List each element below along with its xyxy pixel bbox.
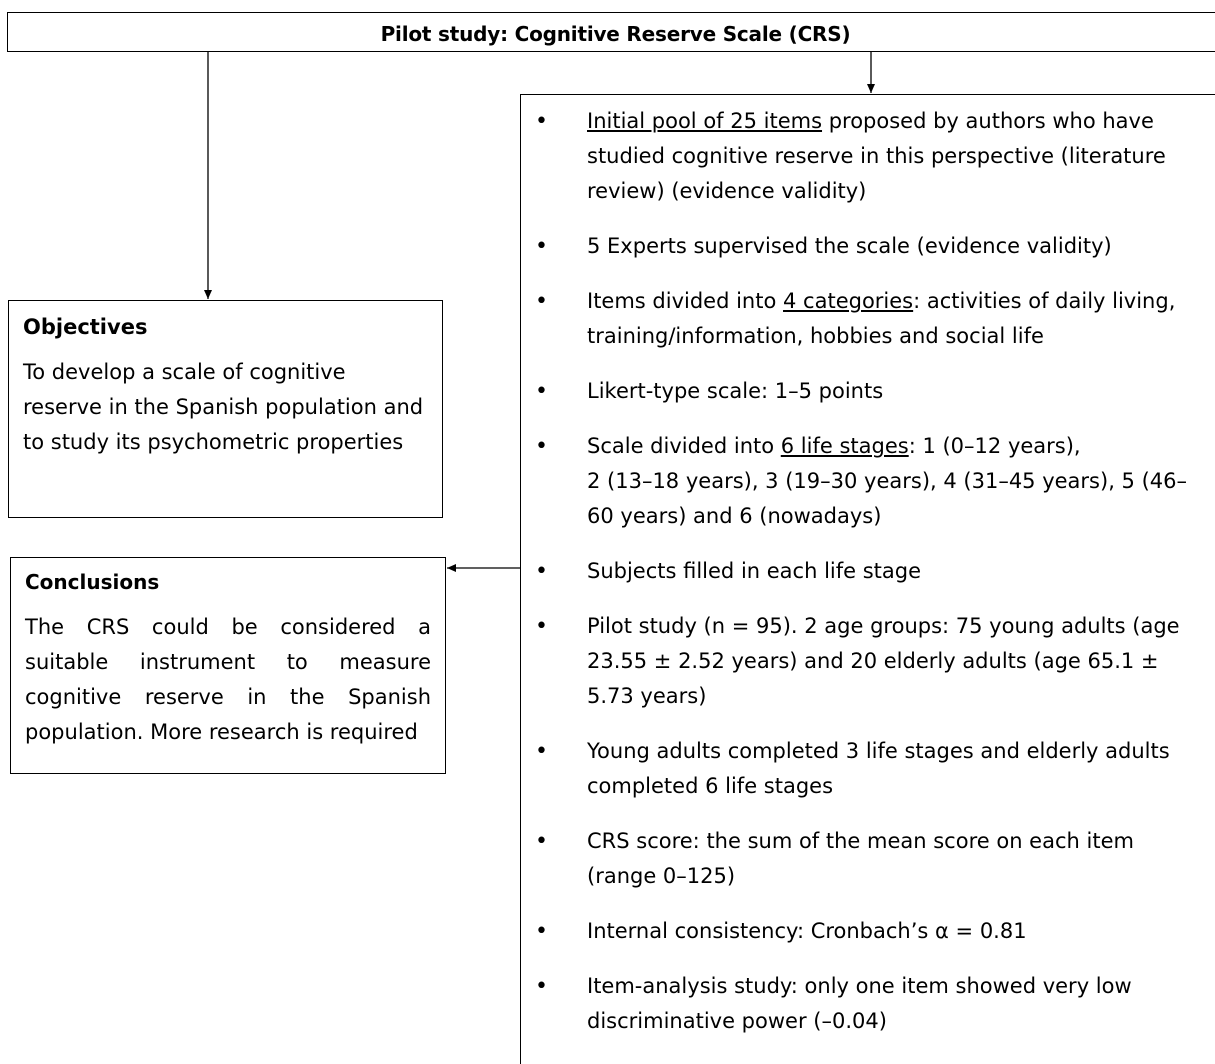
item-text: Internal consistency: Cronbach’s α = 0.8… <box>587 919 1027 943</box>
bullet-icon: • <box>535 974 548 999</box>
item-text: : activities of daily living, training/i… <box>587 289 1176 348</box>
item-text: : 1 (0–12 years), <box>908 434 1081 458</box>
objectives-box: Objectives To develop a scale of cogniti… <box>8 300 443 518</box>
details-item: • Scale divided into 6 life stages: 1 (0–… <box>535 429 1207 534</box>
bullet-icon: • <box>535 559 548 584</box>
bullet-icon: • <box>535 919 548 944</box>
details-box: • Initial pool of 25 items proposed by au… <box>520 94 1215 1064</box>
item-underlined: 4 categories <box>783 289 914 313</box>
conclusions-box: Conclusions The CRS could be considered … <box>10 557 446 774</box>
details-item: • Pilot study (n = 95). 2 age groups: 75 … <box>535 609 1207 714</box>
item-text: CRS score: the sum of the mean score on … <box>587 829 1134 888</box>
details-item: • Likert-type scale: 1–5 points <box>535 374 1207 409</box>
item-underlined: Initial pool of 25 items <box>587 109 823 133</box>
item-text: Subjects filled in each life stage <box>587 559 922 583</box>
item-text: Young adults completed 3 life stages and… <box>587 739 1170 798</box>
details-item: • CRS score: the sum of the mean score on… <box>535 824 1207 894</box>
bullet-icon: • <box>535 289 548 314</box>
bullet-icon: • <box>535 109 548 134</box>
details-item: • Items divided into 4 categories: activi… <box>535 284 1207 354</box>
bullet-icon: • <box>535 434 548 459</box>
conclusions-heading: Conclusions <box>25 570 160 594</box>
item-text: proposed by authors who have studied cog… <box>587 109 1166 203</box>
details-item: • Young adults completed 3 life stages an… <box>535 734 1207 804</box>
diagram-title: Pilot study: Cognitive Reserve Scale (CR… <box>380 22 851 46</box>
item-text: Items divided into <box>587 289 784 313</box>
bullet-icon: • <box>535 234 548 259</box>
item-text: Pilot study (n = 95). 2 age groups: 75 y… <box>587 614 1180 708</box>
details-item: • Internal consistency: Cronbach’s α = 0.… <box>535 914 1207 949</box>
conclusions-text: The CRS could be considered a suitable i… <box>25 615 431 744</box>
details-item: • Initial pool of 25 items proposed by au… <box>535 104 1207 209</box>
item-text: 5 Experts supervised the scale (evidence… <box>587 234 1112 258</box>
bullet-icon: • <box>535 379 548 404</box>
bullet-icon: • <box>535 614 548 639</box>
details-item: • 5 Experts supervised the scale (evidenc… <box>535 229 1207 264</box>
objectives-heading: Objectives <box>23 315 148 339</box>
details-item: • Subjects filled in each life stage <box>535 554 1207 589</box>
title-box: Pilot study: Cognitive Reserve Scale (CR… <box>7 12 1215 52</box>
bullet-icon: • <box>535 739 548 764</box>
item-underlined: 6 life stages <box>780 434 909 458</box>
objectives-text: To develop a scale of cognitive reserve … <box>23 360 424 454</box>
item-text: Scale divided into <box>587 434 781 458</box>
item-text: Likert-type scale: 1–5 points <box>587 379 884 403</box>
bullet-icon: • <box>535 829 548 854</box>
details-item: • Item-analysis study: only one item show… <box>535 969 1207 1039</box>
item-text: Item-analysis study: only one item showe… <box>587 974 1132 1033</box>
item-text: 2 (13–18 years), 3 (19–30 years), 4 (31–… <box>587 469 1187 528</box>
